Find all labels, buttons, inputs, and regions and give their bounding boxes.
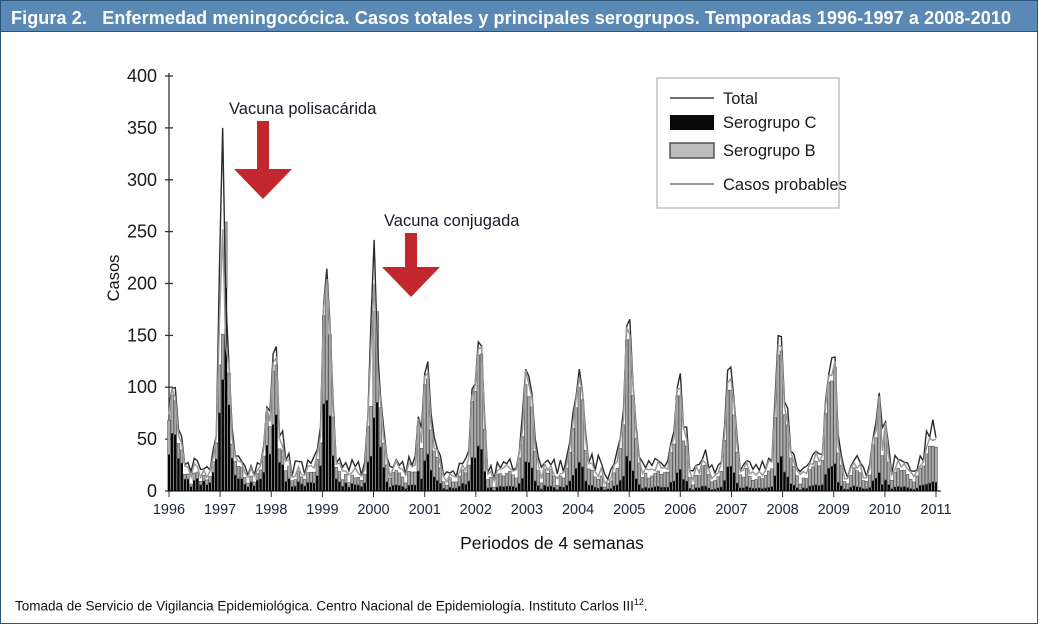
svg-text:Serogrupo B: Serogrupo B — [723, 142, 816, 160]
svg-text:2001: 2001 — [409, 502, 441, 518]
svg-text:1996: 1996 — [153, 502, 185, 518]
svg-text:200: 200 — [127, 274, 157, 294]
svg-text:2011: 2011 — [920, 502, 951, 518]
svg-text:2007: 2007 — [715, 502, 747, 518]
svg-text:100: 100 — [127, 377, 157, 397]
svg-text:2002: 2002 — [460, 502, 492, 518]
svg-text:350: 350 — [127, 118, 157, 138]
svg-text:2006: 2006 — [664, 502, 696, 518]
svg-text:2003: 2003 — [511, 502, 543, 518]
svg-text:2005: 2005 — [613, 502, 645, 518]
svg-text:Serogrupo C: Serogrupo C — [723, 114, 817, 132]
svg-text:300: 300 — [127, 170, 157, 190]
svg-text:2010: 2010 — [869, 502, 901, 518]
svg-text:Vacuna conjugada: Vacuna conjugada — [384, 212, 520, 230]
svg-text:2000: 2000 — [357, 502, 389, 518]
svg-text:250: 250 — [127, 222, 157, 242]
svg-text:50: 50 — [137, 429, 157, 449]
svg-text:2008: 2008 — [766, 502, 798, 518]
svg-text:1999: 1999 — [306, 502, 338, 518]
svg-text:2004: 2004 — [562, 502, 594, 518]
svg-text:2009: 2009 — [818, 502, 850, 518]
svg-text:0: 0 — [147, 481, 157, 501]
svg-text:Total: Total — [723, 90, 758, 108]
svg-text:Casos probables: Casos probables — [723, 176, 847, 194]
svg-text:Vacuna polisacárida: Vacuna polisacárida — [229, 100, 377, 118]
svg-text:150: 150 — [127, 325, 157, 345]
svg-text:1998: 1998 — [255, 502, 287, 518]
svg-text:1997: 1997 — [204, 502, 236, 518]
svg-text:Periodos de 4 semanas: Periodos de 4 semanas — [460, 533, 644, 553]
svg-text:Casos: Casos — [105, 255, 123, 302]
svg-text:400: 400 — [127, 66, 157, 86]
